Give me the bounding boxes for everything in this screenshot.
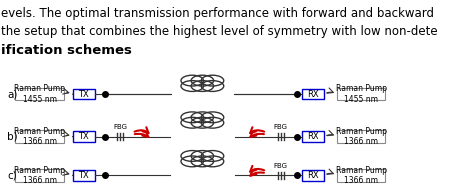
FancyBboxPatch shape [337, 169, 385, 181]
Text: FBG: FBG [274, 124, 288, 130]
FancyBboxPatch shape [73, 170, 95, 181]
Text: TX: TX [78, 171, 89, 180]
FancyBboxPatch shape [16, 88, 64, 100]
FancyBboxPatch shape [73, 89, 95, 99]
Text: Raman Pump
1455 nm: Raman Pump 1455 nm [336, 84, 387, 104]
Text: Raman Pump
1366 nm: Raman Pump 1366 nm [336, 127, 387, 146]
FancyBboxPatch shape [337, 130, 385, 143]
Text: Raman Pump
1366 nm: Raman Pump 1366 nm [14, 166, 65, 185]
Text: RX: RX [307, 132, 319, 141]
FancyBboxPatch shape [302, 89, 324, 99]
Text: RX: RX [307, 90, 319, 99]
FancyBboxPatch shape [16, 130, 64, 143]
Text: the setup that combines the highest level of symmetry with low non-dete: the setup that combines the highest leve… [1, 24, 438, 38]
Text: Raman Pump
1455 nm: Raman Pump 1455 nm [14, 84, 65, 104]
FancyBboxPatch shape [16, 169, 64, 181]
Text: TX: TX [78, 132, 89, 141]
Text: TX: TX [78, 90, 89, 99]
FancyBboxPatch shape [337, 88, 385, 100]
Text: RX: RX [307, 171, 319, 180]
Text: b): b) [8, 132, 18, 142]
Text: c): c) [8, 170, 17, 180]
FancyBboxPatch shape [302, 170, 324, 181]
Text: evels. The optimal transmission performance with forward and backward: evels. The optimal transmission performa… [1, 7, 434, 20]
Text: ification schemes: ification schemes [1, 44, 132, 57]
Text: Raman Pump
1366 nm: Raman Pump 1366 nm [14, 127, 65, 146]
Text: FBG: FBG [113, 124, 127, 130]
FancyBboxPatch shape [302, 131, 324, 142]
Text: FBG: FBG [274, 163, 288, 169]
FancyBboxPatch shape [73, 131, 95, 142]
Text: Raman Pump
1366 nm: Raman Pump 1366 nm [336, 166, 387, 185]
Text: a): a) [8, 89, 18, 99]
